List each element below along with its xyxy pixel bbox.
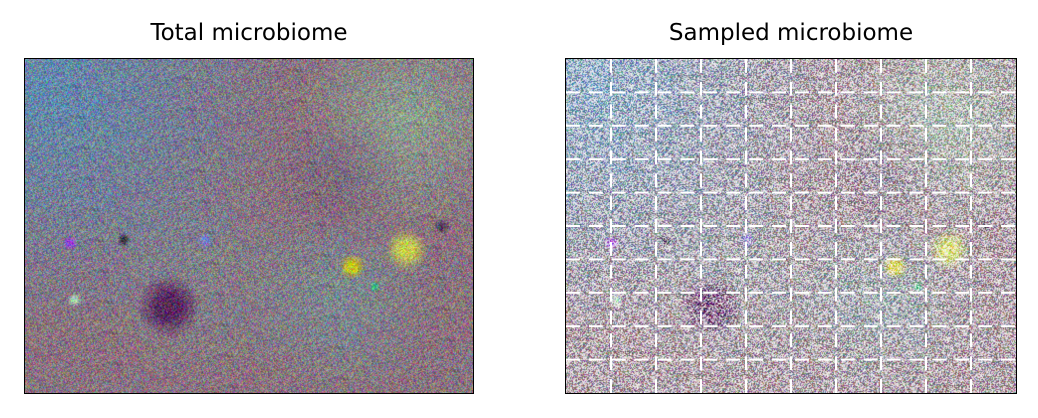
right-panel-title: Sampled microbiome: [668, 20, 914, 46]
total-microbiome-canvas: [25, 59, 473, 393]
left-panel-title: Total microbiome: [150, 20, 348, 46]
total-microbiome-image: [24, 58, 474, 394]
sampled-microbiome-image: [565, 58, 1017, 394]
sampling-grid: [566, 59, 1016, 393]
